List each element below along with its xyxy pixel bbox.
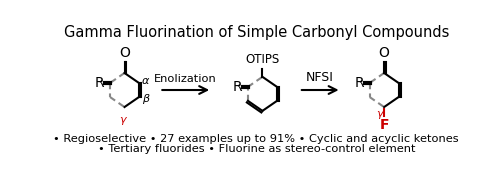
Text: O: O	[119, 46, 130, 60]
Text: • Regioselective • 27 examples up to 91% • Cyclic and acyclic ketones: • Regioselective • 27 examples up to 91%…	[54, 134, 459, 144]
Text: γ: γ	[376, 109, 382, 119]
Text: R: R	[95, 76, 104, 90]
Text: F: F	[380, 118, 389, 132]
Text: O: O	[378, 46, 390, 60]
Text: R: R	[233, 80, 242, 94]
Text: Enolization: Enolization	[154, 74, 217, 84]
Text: OTIPS: OTIPS	[246, 53, 280, 66]
Text: NFSI: NFSI	[306, 71, 334, 84]
Text: R: R	[354, 76, 364, 90]
Text: α: α	[142, 76, 150, 86]
Text: • Tertiary fluorides • Fluorine as stereo-control element: • Tertiary fluorides • Fluorine as stere…	[98, 144, 415, 154]
Text: γ: γ	[120, 115, 126, 125]
Text: Gamma Fluorination of Simple Carbonyl Compounds: Gamma Fluorination of Simple Carbonyl Co…	[64, 25, 449, 40]
Text: β: β	[142, 94, 149, 104]
